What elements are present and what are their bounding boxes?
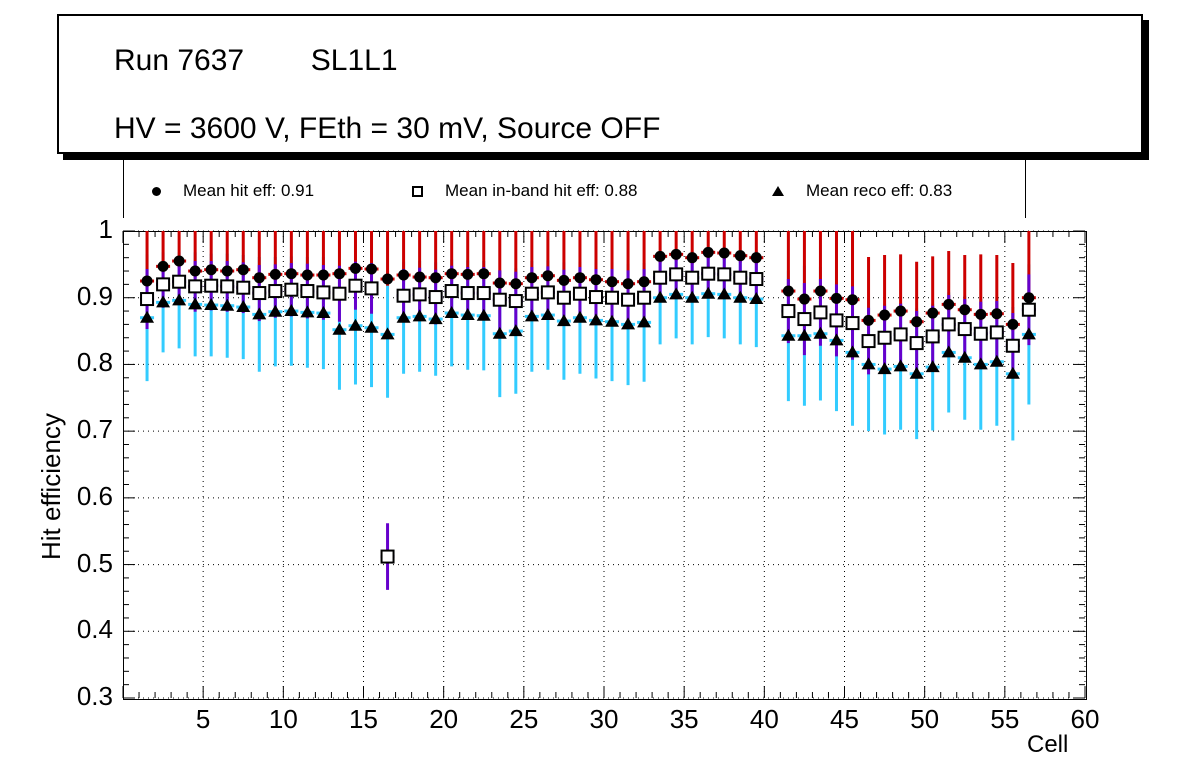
x-tick-label: 35 [669,704,699,734]
legend-entry-reco-eff: Mean reco eff: 0.83 [772,180,952,202]
x-tick-label: 45 [830,704,859,734]
x-tick-label: 5 [195,704,211,734]
series-markers-1 [140,266,1036,564]
series-markers-0 [141,246,1035,330]
x-tick-label: 30 [589,704,619,734]
y-tick-label: 0.4 [76,614,113,645]
legend-entry-inband-hit-eff: Mean in-band hit eff: 0.88 [412,180,638,202]
plot-data-area [122,230,1086,699]
axis-tick-marks [122,230,1086,699]
x-tick-label: 20 [429,704,459,734]
filled-circle-icon [152,186,161,196]
x-tick-label: 60 [1070,704,1100,734]
y-tick-label: 0.6 [76,480,113,511]
x-tick-label: 10 [268,704,298,734]
legend-entry-hit-eff: Mean hit eff: 0.91 [152,180,314,202]
x-tick-label: 40 [749,704,779,734]
legend-label-reco-eff: Mean reco eff: 0.83 [806,181,953,200]
series-markers-2 [140,286,1036,379]
y-tick-label: 0.8 [76,347,113,378]
y-tick-label: 0.3 [76,681,113,711]
legend-label-inband-hit-eff: Mean in-band hit eff: 0.88 [445,181,638,200]
x-tick-label: 50 [910,704,940,734]
run-info-line-1: Run 7637 SL1L1 [114,44,398,77]
legend: Mean hit eff: 0.91 Mean in-band hit eff:… [123,160,1026,218]
x-tick-label: 55 [990,704,1020,734]
y-tick-label: 0.5 [76,547,113,578]
y-tick-label: 1 [98,214,113,244]
y-tick-label: 0.7 [76,414,113,445]
y-tick-label: 0.9 [76,280,113,311]
x-tick-label: 15 [349,704,378,734]
legend-label-hit-eff: Mean hit eff: 0.91 [183,181,315,200]
filled-triangle-icon [772,186,784,196]
run-info-box: Run 7637 SL1L1 HV = 3600 V, FEth = 30 mV… [57,14,1143,154]
open-square-icon [412,185,423,197]
x-axis-title: Cell [1027,731,1069,758]
x-tick-label: 25 [509,704,539,734]
run-info-line-2: HV = 3600 V, FEth = 30 mV, Source OFF [114,112,661,145]
grid-lines [123,230,1086,699]
